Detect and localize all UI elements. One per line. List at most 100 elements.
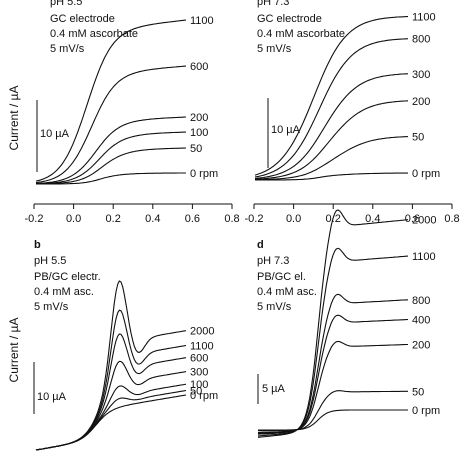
series-line [258,390,408,432]
series-label: 2000 [190,326,214,338]
annotation-line: PB/GC electr. [34,271,101,283]
scale-bar-label: 10 µA [271,124,301,136]
series-label: 300 [412,69,430,81]
series-line [36,116,187,184]
annotation-line: 0.4 mM ascorbate [257,28,345,40]
series-line [35,65,187,184]
panel-d-curve-labels: 0 rpm 50 200 400 800 1100 2000 [412,215,440,417]
series-label: 1100 [412,251,436,263]
panel-d: d pH 7.3 PB/GC el. 0.4 mM asc. 5 mV/s 5 … [257,209,440,438]
panel-d-annotation: pH 7.3 PB/GC el. 0.4 mM asc. 5 mV/s [257,255,317,313]
series-label: 200 [412,340,430,352]
series-line [255,172,408,181]
panel-a-curves [35,19,187,185]
scale-bar-label: 5 µA [262,383,286,395]
panel-c-annotation: pH 7.3 GC electrode 0.4 mM ascorbate 5 m… [257,0,345,55]
series-line [36,172,186,185]
annotation-line: 5 mV/s [257,43,292,55]
x-tick-label: 0.2 [106,213,121,225]
panel-b: b pH 5.5 PB/GC electr. 0.4 mM asc. 5 mV/… [33,239,218,451]
series-line [258,409,408,431]
series-line [258,340,408,434]
annotation-line: 5 mV/s [257,301,292,313]
panel-c-curves [254,16,409,181]
series-line [255,136,409,181]
series-label: 50 [190,386,202,398]
annotation-line: GC electrode [257,13,322,25]
series-line [35,147,187,185]
series-line [35,280,187,451]
series-label: 200 [412,96,430,108]
series-label: 2000 [412,215,436,227]
panel-c: pH 7.3 GC electrode 0.4 mM ascorbate 5 m… [245,0,460,225]
x-tick-label: -0.2 [25,213,44,225]
panel-label: d [257,239,264,251]
annotation-line: GC electrode [50,13,115,25]
series-label: 800 [412,34,430,46]
series-label: 50 [412,386,424,398]
series-label: 1100 [412,12,436,24]
series-label: 0 rpm [412,168,440,180]
series-label: 600 [190,61,208,73]
annotation-line: pH 5.5 [50,0,82,8]
annotation-line: PB/GC el. [257,271,306,283]
series-label: 1100 [190,15,214,27]
series-label: 100 [190,379,208,391]
annotation-line: 5 mV/s [50,43,85,55]
annotation-line: 0.4 mM asc. [257,286,317,298]
panel-c-curve-labels: 0 rpm 50 200 300 800 1100 [412,12,440,181]
x-tick-label: 0.6 [185,213,200,225]
panel-a-curve-labels: 0 rpm 50 100 200 600 1100 [190,15,218,180]
panel-a: pH 5.5 GC electrode 0.4 mM ascorbate 5 m… [25,0,240,225]
panel-a-x-ticks: -0.2 0.0 0.2 0.4 0.6 0.8 [25,204,240,225]
series-line [257,247,409,437]
panel-b-curves [35,280,187,451]
series-line [35,19,187,182]
x-tick-label: 0.4 [365,213,380,225]
series-label: 400 [412,315,430,327]
x-tick-label: 0.8 [444,213,459,225]
series-line [254,16,408,176]
scale-bar-label: 10 µA [40,128,70,140]
y-axis-label-bottom: Current / µA [7,318,21,383]
x-tick-label: 0.6 [405,213,420,225]
series-label: 0 rpm [190,390,218,402]
scale-bar-label: 10 µA [37,391,67,403]
x-tick-label: 0.8 [224,213,239,225]
panel-a-annotation: pH 5.5 GC electrode 0.4 mM ascorbate 5 m… [50,0,138,55]
series-label: 200 [190,112,208,124]
panel-d-curves [257,209,409,438]
x-tick-label: -0.2 [245,213,264,225]
x-tick-label: 0.0 [66,213,81,225]
series-label: 0 rpm [412,405,440,417]
annotation-line: 5 mV/s [34,301,69,313]
series-line [257,314,409,435]
annotation-line: pH 7.3 [257,0,289,8]
panel-b-annotation: pH 5.5 PB/GC electr. 0.4 mM asc. 5 mV/s [34,255,101,313]
series-label: 1100 [190,341,214,353]
series-label: 0 rpm [190,168,218,180]
series-line [254,38,409,178]
x-tick-label: 0.4 [145,213,160,225]
series-label: 50 [190,143,202,155]
series-line [35,394,187,451]
y-axis-label-top: Current / µA [7,86,21,151]
series-line [36,131,186,185]
annotation-line: pH 7.3 [257,255,289,267]
series-label: 50 [412,132,424,144]
series-label: 300 [190,367,208,379]
panel-label: b [34,239,41,251]
series-line [257,209,409,438]
series-label: 800 [412,295,430,307]
series-line [254,100,409,180]
annotation-line: pH 5.5 [34,255,66,267]
annotation-line: 0.4 mM asc. [34,286,94,298]
series-label: 600 [190,353,208,365]
series-line [254,73,408,179]
x-tick-label: 0.0 [286,213,301,225]
series-line [257,293,409,435]
annotation-line: 0.4 mM ascorbate [50,28,138,40]
series-label: 100 [190,127,208,139]
